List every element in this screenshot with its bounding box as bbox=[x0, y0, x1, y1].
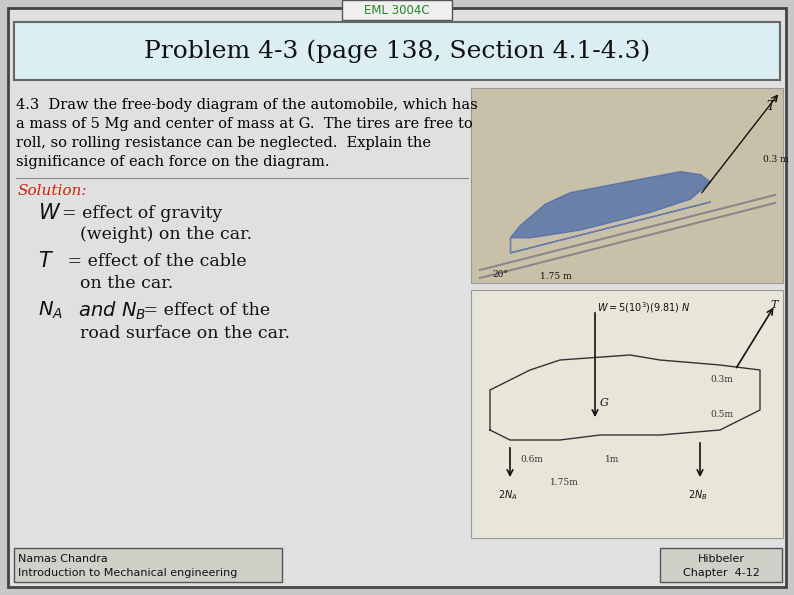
Text: on the car.: on the car. bbox=[80, 275, 173, 292]
Text: 1.75m: 1.75m bbox=[550, 478, 579, 487]
Text: Problem 4-3 (page 138, Section 4.1-4.3): Problem 4-3 (page 138, Section 4.1-4.3) bbox=[144, 39, 650, 62]
Text: significance of each force on the diagram.: significance of each force on the diagra… bbox=[16, 155, 330, 169]
Text: Solution:: Solution: bbox=[18, 184, 87, 198]
Text: road surface on the car.: road surface on the car. bbox=[80, 325, 290, 342]
Text: Namas Chandra: Namas Chandra bbox=[18, 554, 108, 564]
Text: and $N_B$: and $N_B$ bbox=[72, 300, 146, 322]
Text: = effect of the: = effect of the bbox=[138, 302, 270, 319]
Text: T: T bbox=[767, 100, 775, 113]
Text: Hibbeler: Hibbeler bbox=[697, 554, 745, 564]
Text: $N_A$: $N_A$ bbox=[38, 300, 63, 321]
Bar bbox=[471, 290, 783, 538]
Text: 20°: 20° bbox=[492, 270, 508, 279]
Bar bbox=[660, 548, 782, 582]
Text: $2N_B$: $2N_B$ bbox=[688, 488, 707, 502]
Text: $T$: $T$ bbox=[38, 251, 54, 271]
Bar bbox=[14, 548, 282, 582]
Text: 0.3m: 0.3m bbox=[710, 375, 733, 384]
Text: Introduction to Mechanical engineering: Introduction to Mechanical engineering bbox=[18, 568, 237, 578]
Text: 0.6m: 0.6m bbox=[520, 455, 543, 464]
Text: 0.5m: 0.5m bbox=[710, 410, 733, 419]
Text: $W=5(10^3)(9.81)\ N$: $W=5(10^3)(9.81)\ N$ bbox=[597, 300, 691, 315]
Text: Chapter  4-12: Chapter 4-12 bbox=[683, 568, 759, 578]
Text: a mass of 5 Mg and center of mass at G.  The tires are free to: a mass of 5 Mg and center of mass at G. … bbox=[16, 117, 472, 131]
Text: 1.75 m: 1.75 m bbox=[540, 272, 572, 281]
Text: EML 3004C: EML 3004C bbox=[364, 4, 430, 17]
Text: = effect of gravity: = effect of gravity bbox=[62, 205, 222, 222]
Text: 1m: 1m bbox=[605, 455, 619, 464]
Text: T: T bbox=[770, 300, 777, 310]
Text: (weight) on the car.: (weight) on the car. bbox=[80, 226, 252, 243]
Text: 0.3 m: 0.3 m bbox=[763, 155, 788, 164]
Text: G: G bbox=[600, 398, 609, 408]
Text: roll, so rolling resistance can be neglected.  Explain the: roll, so rolling resistance can be negle… bbox=[16, 136, 431, 150]
Text: 4.3  Draw the free-body diagram of the automobile, which has: 4.3 Draw the free-body diagram of the au… bbox=[16, 98, 478, 112]
Text: $2N_A$: $2N_A$ bbox=[498, 488, 518, 502]
Bar bbox=[471, 88, 783, 283]
Bar bbox=[14, 22, 780, 80]
Text: = effect of the cable: = effect of the cable bbox=[62, 253, 247, 270]
Text: $W$: $W$ bbox=[38, 203, 61, 223]
Bar bbox=[342, 0, 452, 20]
